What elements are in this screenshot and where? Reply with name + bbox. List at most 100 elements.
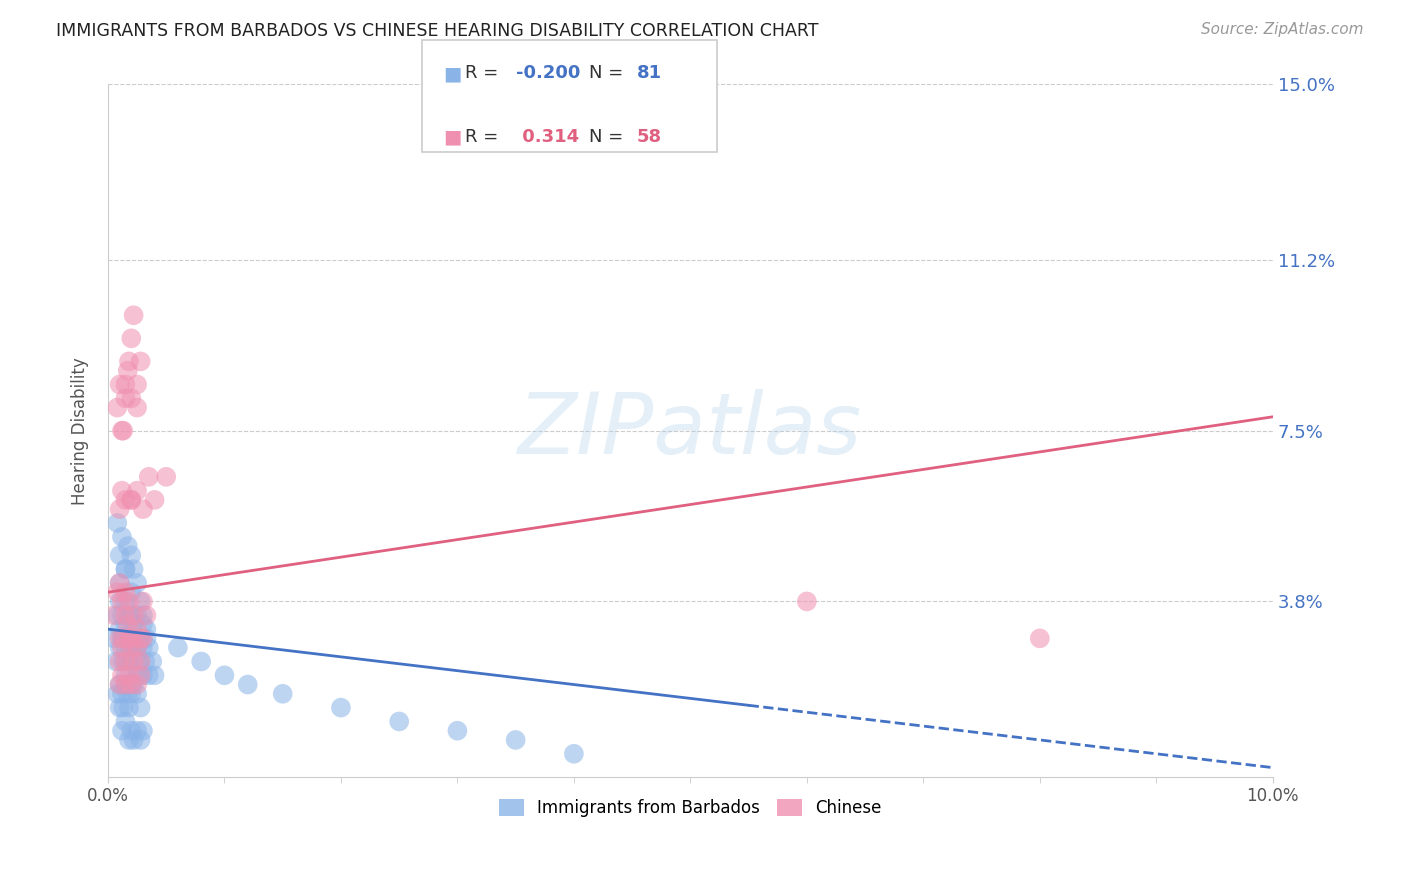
Point xyxy=(132,617,155,632)
Point xyxy=(127,723,149,738)
Point xyxy=(114,585,136,599)
Point xyxy=(111,632,134,646)
Point xyxy=(111,608,134,623)
Text: IMMIGRANTS FROM BARBADOS VS CHINESE HEARING DISABILITY CORRELATION CHART: IMMIGRANTS FROM BARBADOS VS CHINESE HEAR… xyxy=(56,22,818,40)
Point xyxy=(114,594,136,608)
Point xyxy=(143,492,166,507)
Text: N =: N = xyxy=(589,64,623,82)
Point xyxy=(108,640,131,655)
Point xyxy=(112,700,135,714)
Point xyxy=(134,655,156,669)
Point xyxy=(114,608,136,623)
Point xyxy=(122,562,145,576)
Point xyxy=(129,668,152,682)
Point xyxy=(120,549,142,563)
Point xyxy=(111,687,134,701)
Point xyxy=(135,608,157,623)
Point xyxy=(118,354,141,368)
Point xyxy=(118,668,141,682)
Point xyxy=(108,594,131,608)
Point xyxy=(129,700,152,714)
Point xyxy=(129,632,152,646)
Point xyxy=(120,640,142,655)
Point xyxy=(505,733,527,747)
Point xyxy=(132,668,155,682)
Point xyxy=(271,687,294,701)
Point xyxy=(120,331,142,345)
Point xyxy=(1029,632,1052,646)
Point xyxy=(108,632,131,646)
Point xyxy=(127,668,149,682)
Point xyxy=(114,377,136,392)
Point xyxy=(103,608,125,623)
Point xyxy=(128,655,150,669)
Point xyxy=(120,608,142,623)
Point xyxy=(111,483,134,498)
Point xyxy=(155,470,177,484)
Point xyxy=(114,714,136,729)
Point xyxy=(114,617,136,632)
Point xyxy=(138,470,160,484)
Point xyxy=(105,655,128,669)
Point xyxy=(135,622,157,636)
Point xyxy=(129,594,152,608)
Point xyxy=(114,562,136,576)
Point xyxy=(111,640,134,655)
Point xyxy=(236,677,259,691)
Point xyxy=(122,608,145,623)
Point xyxy=(114,492,136,507)
Point xyxy=(105,516,128,530)
Point xyxy=(138,640,160,655)
Point xyxy=(112,632,135,646)
Point xyxy=(127,377,149,392)
Point xyxy=(214,668,236,682)
Point xyxy=(103,632,125,646)
Point xyxy=(114,655,136,669)
Point xyxy=(120,492,142,507)
Point xyxy=(108,549,131,563)
Text: Source: ZipAtlas.com: Source: ZipAtlas.com xyxy=(1201,22,1364,37)
Point xyxy=(117,687,139,701)
Point xyxy=(120,632,142,646)
Point xyxy=(127,640,149,655)
Point xyxy=(108,677,131,691)
Text: R =: R = xyxy=(465,128,499,145)
Point xyxy=(117,655,139,669)
Point xyxy=(118,608,141,623)
Point xyxy=(114,668,136,682)
Point xyxy=(108,655,131,669)
Text: -0.200: -0.200 xyxy=(516,64,581,82)
Text: 0.314: 0.314 xyxy=(516,128,579,145)
Point xyxy=(127,576,149,591)
Point xyxy=(127,608,149,623)
Point xyxy=(132,502,155,516)
Point xyxy=(111,668,134,682)
Point xyxy=(118,632,141,646)
Point xyxy=(117,617,139,632)
Point xyxy=(129,733,152,747)
Point xyxy=(388,714,411,729)
Point xyxy=(127,622,149,636)
Point xyxy=(114,677,136,691)
Point xyxy=(108,622,131,636)
Point xyxy=(114,640,136,655)
Point xyxy=(122,733,145,747)
Point xyxy=(117,539,139,553)
Point xyxy=(105,608,128,623)
Point xyxy=(105,687,128,701)
Point xyxy=(127,687,149,701)
Point xyxy=(129,632,152,646)
Point xyxy=(108,377,131,392)
Point xyxy=(122,640,145,655)
Point xyxy=(132,723,155,738)
Point xyxy=(118,733,141,747)
Point xyxy=(118,640,141,655)
Point xyxy=(118,594,141,608)
Point xyxy=(132,594,155,608)
Point xyxy=(117,364,139,378)
Y-axis label: Hearing Disability: Hearing Disability xyxy=(72,357,89,505)
Point xyxy=(111,594,134,608)
Point xyxy=(132,632,155,646)
Text: ZIPatlas: ZIPatlas xyxy=(519,389,862,472)
Text: 81: 81 xyxy=(637,64,662,82)
